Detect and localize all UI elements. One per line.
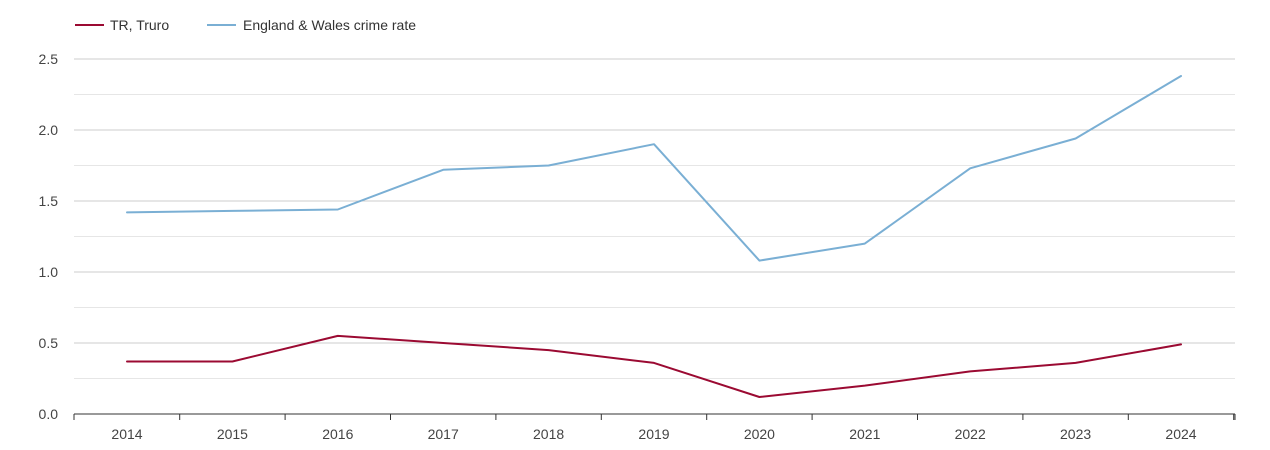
x-tick-label: 2015: [217, 426, 248, 442]
x-axis-ticks: 2014 2015 2016 2017 2018 2019 2020 2021 2022 2023…: [111, 426, 1196, 442]
x-tick-label: 2023: [1060, 426, 1091, 442]
x-tick-label: 2020: [744, 426, 775, 442]
legend-item: England & Wales crime rate: [207, 17, 416, 33]
legend-item: TR, Truro: [75, 17, 169, 33]
legend: TR, Truro England & Wales crime rate: [75, 17, 416, 33]
axes: [73, 413, 1236, 420]
y-tick-label: 0.0: [39, 406, 59, 422]
y-tick-label: 1.0: [39, 264, 59, 280]
x-tick-label: 2014: [111, 426, 142, 442]
x-tick-label: 2022: [955, 426, 986, 442]
y-tick-label: 1.5: [39, 193, 59, 209]
series-lines: [126, 75, 1182, 398]
x-tick-label: 2017: [428, 426, 459, 442]
y-tick-label: 2.0: [39, 122, 59, 138]
y-axis-ticks: 0.0 0.5 1.0 1.5 2.0 2.5: [39, 51, 59, 422]
series-0: [126, 334, 1182, 398]
series-line: [126, 334, 1182, 398]
x-tick-label: 2018: [533, 426, 564, 442]
legend-label: TR, Truro: [110, 17, 169, 33]
series-line: [126, 75, 1182, 262]
y-tick-label: 0.5: [39, 335, 59, 351]
x-tick-label: 2024: [1165, 426, 1196, 442]
x-tick-label: 2016: [322, 426, 353, 442]
x-tick-label: 2019: [638, 426, 669, 442]
legend-label: England & Wales crime rate: [243, 17, 416, 33]
x-tick-label: 2021: [849, 426, 880, 442]
y-tick-label: 2.5: [39, 51, 59, 67]
series-1: [126, 75, 1182, 262]
grid: [74, 58, 1235, 379]
